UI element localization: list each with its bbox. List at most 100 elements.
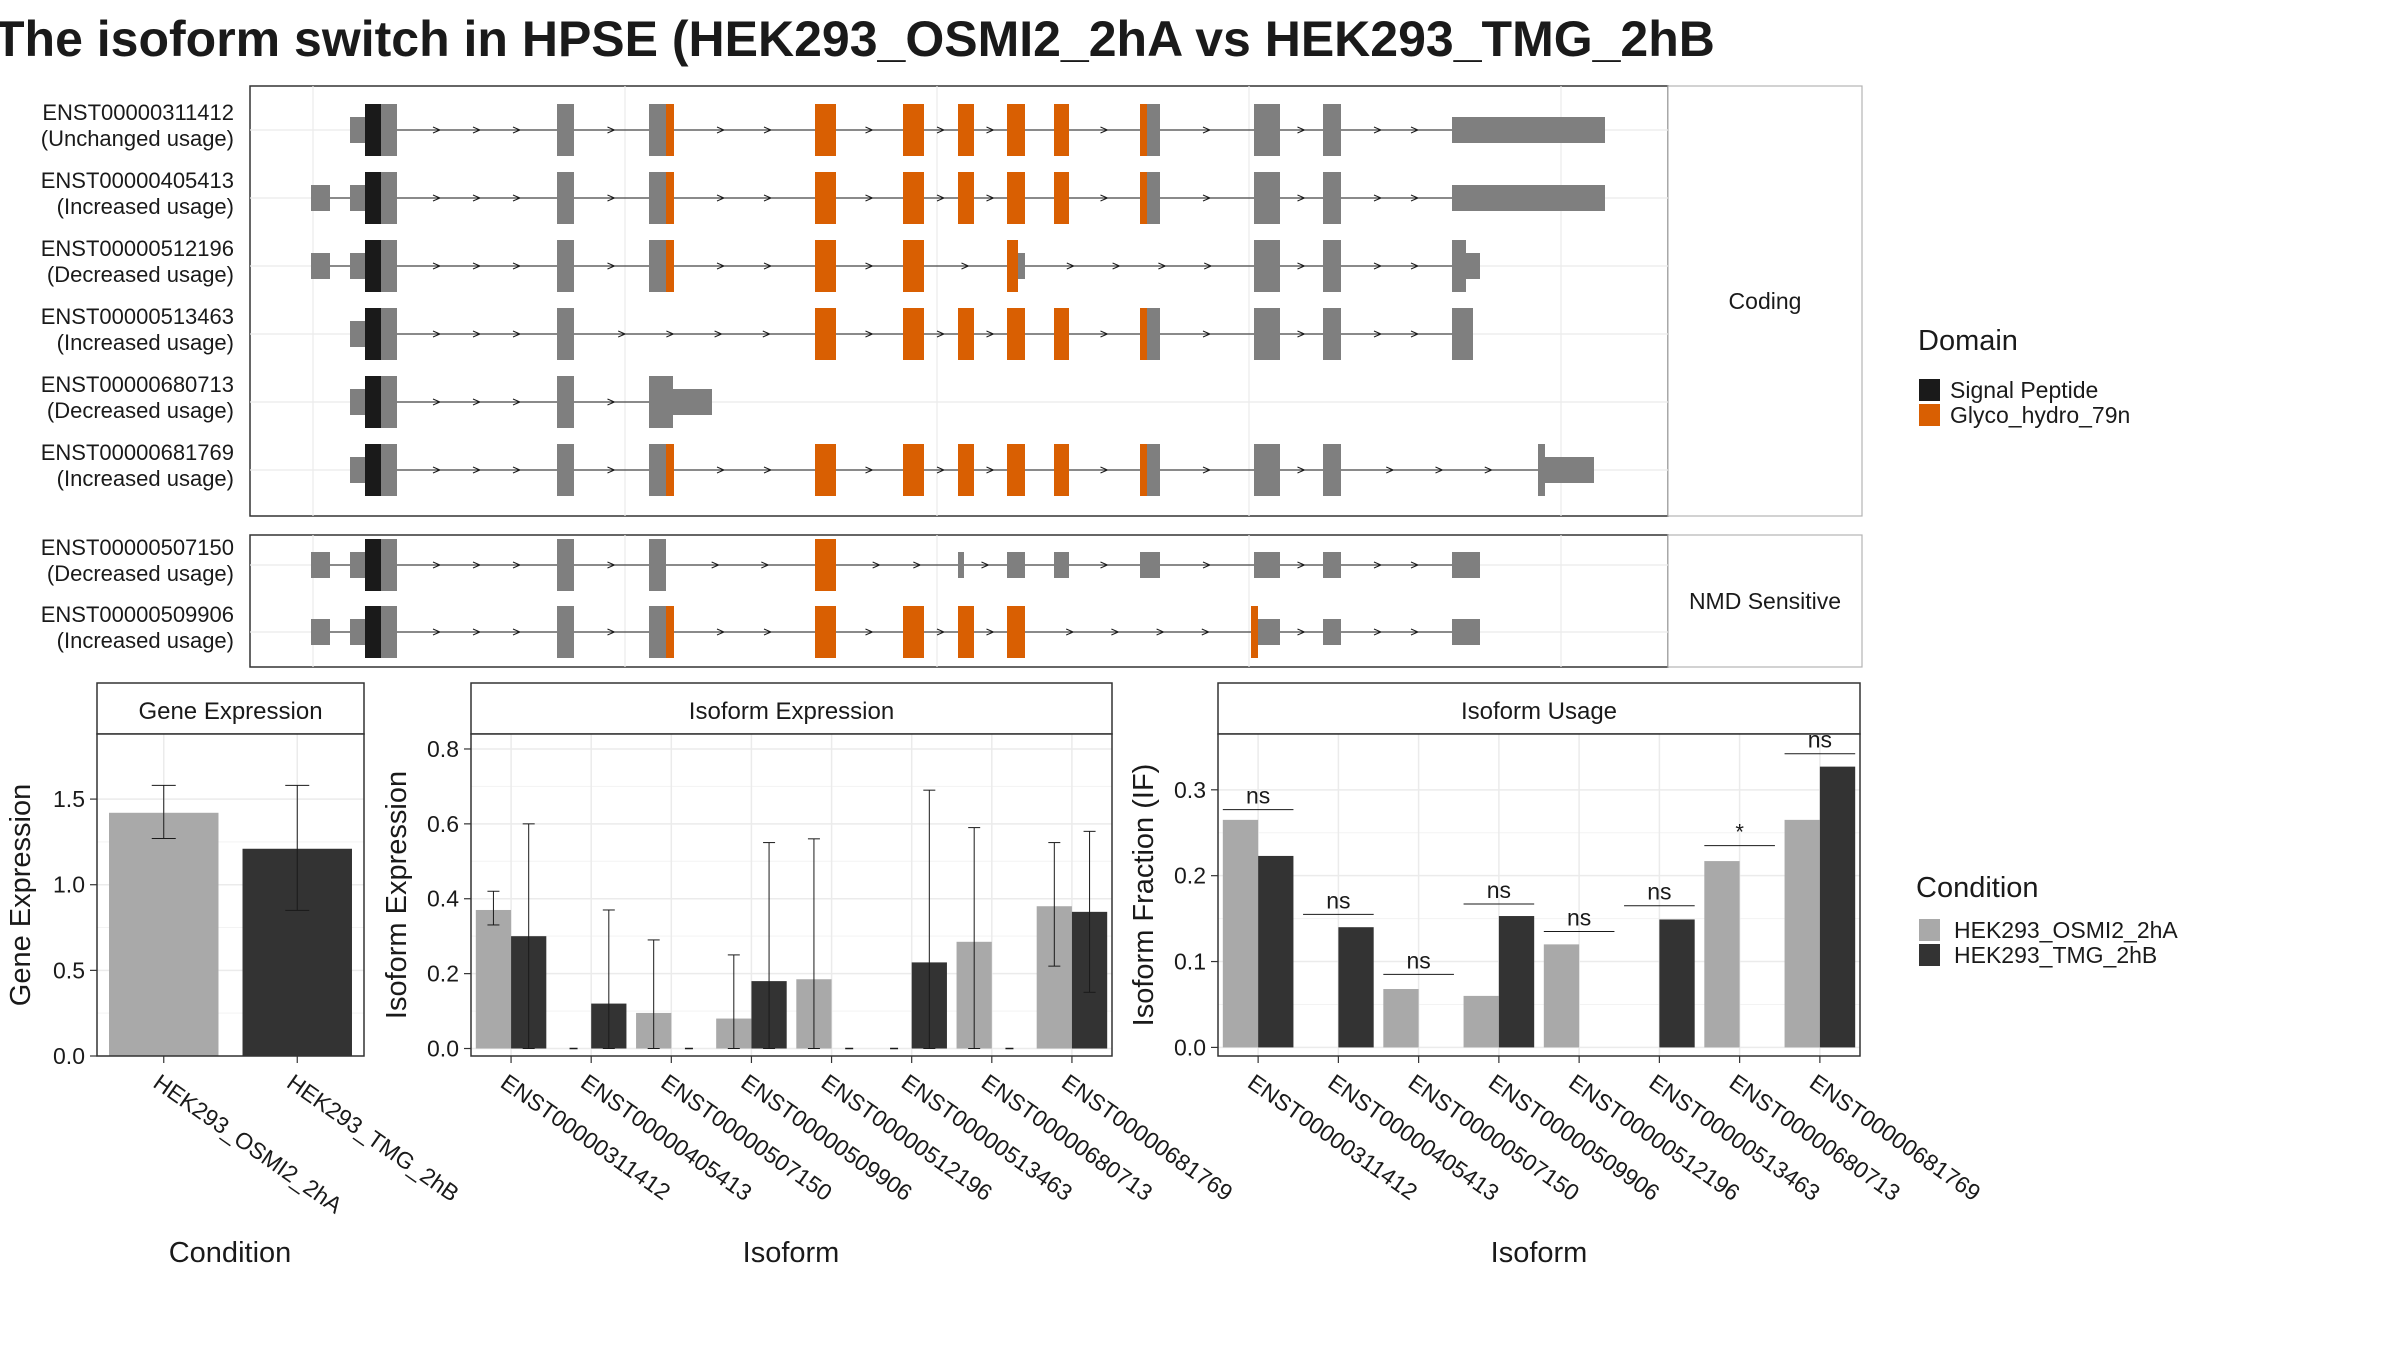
intron-arrow bbox=[607, 398, 616, 406]
intron-arrow bbox=[1297, 262, 1306, 270]
y-tick-label: 1.5 bbox=[53, 786, 85, 812]
coding-exon bbox=[649, 104, 666, 156]
transcript-usage: (Decreased usage) bbox=[47, 262, 234, 287]
transcript-usage: (Increased usage) bbox=[57, 194, 234, 219]
intron-arrow bbox=[865, 262, 874, 270]
transcript-row: ENST00000311412(Unchanged usage) bbox=[41, 100, 1668, 156]
intron-arrow bbox=[763, 262, 773, 270]
transcript-row: ENST00000507150(Decreased usage) bbox=[41, 535, 1668, 591]
intron-arrow bbox=[1373, 262, 1383, 270]
structure-strip-box bbox=[1667, 534, 1863, 668]
utr-exon bbox=[1452, 185, 1605, 211]
intron-arrow bbox=[865, 126, 874, 134]
intron-arrow bbox=[618, 330, 627, 338]
coding-exon bbox=[903, 606, 924, 658]
y-tick-label: 0.4 bbox=[427, 886, 459, 912]
intron-arrow bbox=[607, 194, 616, 202]
intron-arrow bbox=[1201, 628, 1211, 636]
transcript-id: ENST00000509906 bbox=[41, 602, 234, 627]
coding-exon bbox=[1054, 444, 1069, 496]
transcript-usage: (Decreased usage) bbox=[47, 398, 234, 423]
utr-exon bbox=[1007, 552, 1025, 578]
intron-arrow bbox=[872, 561, 881, 569]
cond1-label: HEK293_OSMI2_2hA bbox=[1954, 917, 2178, 943]
intron-arrow bbox=[716, 466, 726, 474]
transcript-id: ENST00000680713 bbox=[41, 372, 234, 397]
intron-arrow bbox=[1202, 330, 1212, 338]
coding-exon bbox=[557, 376, 574, 428]
x-axis-title: Isoform bbox=[743, 1237, 840, 1269]
intron-arrow bbox=[512, 194, 522, 202]
coding-exon bbox=[557, 606, 574, 658]
intron-arrow bbox=[961, 262, 970, 270]
coding-exon bbox=[1147, 172, 1160, 224]
intron-arrow bbox=[1112, 262, 1121, 270]
intron-arrow bbox=[716, 262, 726, 270]
coding-exon bbox=[1140, 172, 1147, 224]
significance-label: ns bbox=[1246, 783, 1270, 809]
utr-exon bbox=[350, 321, 365, 347]
intron-arrow bbox=[607, 466, 616, 474]
coding-exon bbox=[557, 172, 574, 224]
intron-arrow bbox=[1156, 628, 1165, 636]
y-tick-label: 0.0 bbox=[1174, 1034, 1206, 1060]
coding-exon bbox=[1147, 308, 1160, 360]
cond2-label: HEK293_TMG_2hB bbox=[1954, 942, 2157, 968]
structure-strip-label: NMD Sensitive bbox=[1689, 588, 1841, 614]
transcript-id: ENST00000681769 bbox=[41, 440, 234, 465]
intron-arrow bbox=[763, 628, 773, 636]
intron-arrow bbox=[472, 466, 482, 474]
intron-arrow bbox=[986, 194, 995, 202]
coding-exon bbox=[1007, 444, 1025, 496]
coding-exon bbox=[1254, 104, 1280, 156]
coding-exon bbox=[1323, 240, 1341, 292]
coding-exon bbox=[365, 308, 381, 360]
intron-arrow bbox=[432, 330, 442, 338]
bar bbox=[1543, 944, 1580, 1048]
coding-exon bbox=[649, 376, 673, 428]
significance-label: ns bbox=[1487, 877, 1511, 903]
intron-arrow bbox=[1202, 561, 1212, 569]
coding-exon bbox=[903, 172, 924, 224]
intron-arrow bbox=[763, 126, 773, 134]
coding-exon bbox=[1452, 308, 1473, 360]
intron-arrow bbox=[512, 628, 522, 636]
utr-exon bbox=[1452, 619, 1480, 645]
intron-arrow bbox=[865, 628, 874, 636]
utr-exon bbox=[673, 389, 712, 415]
coding-exon bbox=[365, 444, 381, 496]
bar-panel-2: Isoform Usage 0.0 0.1 0.2 0.3 ns ns ns ns ns ns * ns… bbox=[1128, 682, 1985, 1269]
intron-arrow bbox=[1297, 194, 1306, 202]
plot-border bbox=[470, 733, 1113, 1057]
bar bbox=[1704, 861, 1740, 1048]
intron-arrow bbox=[981, 561, 990, 569]
y-tick-label: 0.2 bbox=[427, 961, 459, 987]
coding-exon bbox=[649, 172, 666, 224]
utr-exon bbox=[311, 253, 330, 279]
coding-exon bbox=[365, 606, 381, 658]
coding-exon bbox=[958, 172, 974, 224]
signal-peptide-label: Signal Peptide bbox=[1950, 377, 2098, 403]
intron-arrow bbox=[1297, 466, 1306, 474]
transcript-row: ENST00000513463(Increased usage) bbox=[41, 304, 1668, 360]
coding-exon bbox=[1054, 308, 1069, 360]
transcript-id: ENST00000405413 bbox=[41, 168, 234, 193]
coding-exon bbox=[381, 376, 397, 428]
intron-arrow bbox=[865, 194, 874, 202]
utr-exon bbox=[350, 253, 365, 279]
intron-arrow bbox=[512, 126, 522, 134]
intron-arrow bbox=[1373, 628, 1383, 636]
plot-border bbox=[1217, 733, 1861, 1057]
significance-label: * bbox=[1735, 820, 1744, 845]
intron-arrow bbox=[607, 126, 616, 134]
coding-exon bbox=[557, 308, 574, 360]
bar bbox=[1383, 989, 1419, 1048]
transcript-row: ENST00000512196(Decreased usage) bbox=[41, 236, 1668, 292]
intron-arrow bbox=[1297, 126, 1306, 134]
bar-panels: Gene Expression0.00.51.01.5HEK293_OSMI2_… bbox=[5, 682, 1985, 1269]
utr-exon bbox=[350, 552, 365, 578]
intron-arrow bbox=[472, 262, 482, 270]
intron-arrow bbox=[432, 561, 442, 569]
